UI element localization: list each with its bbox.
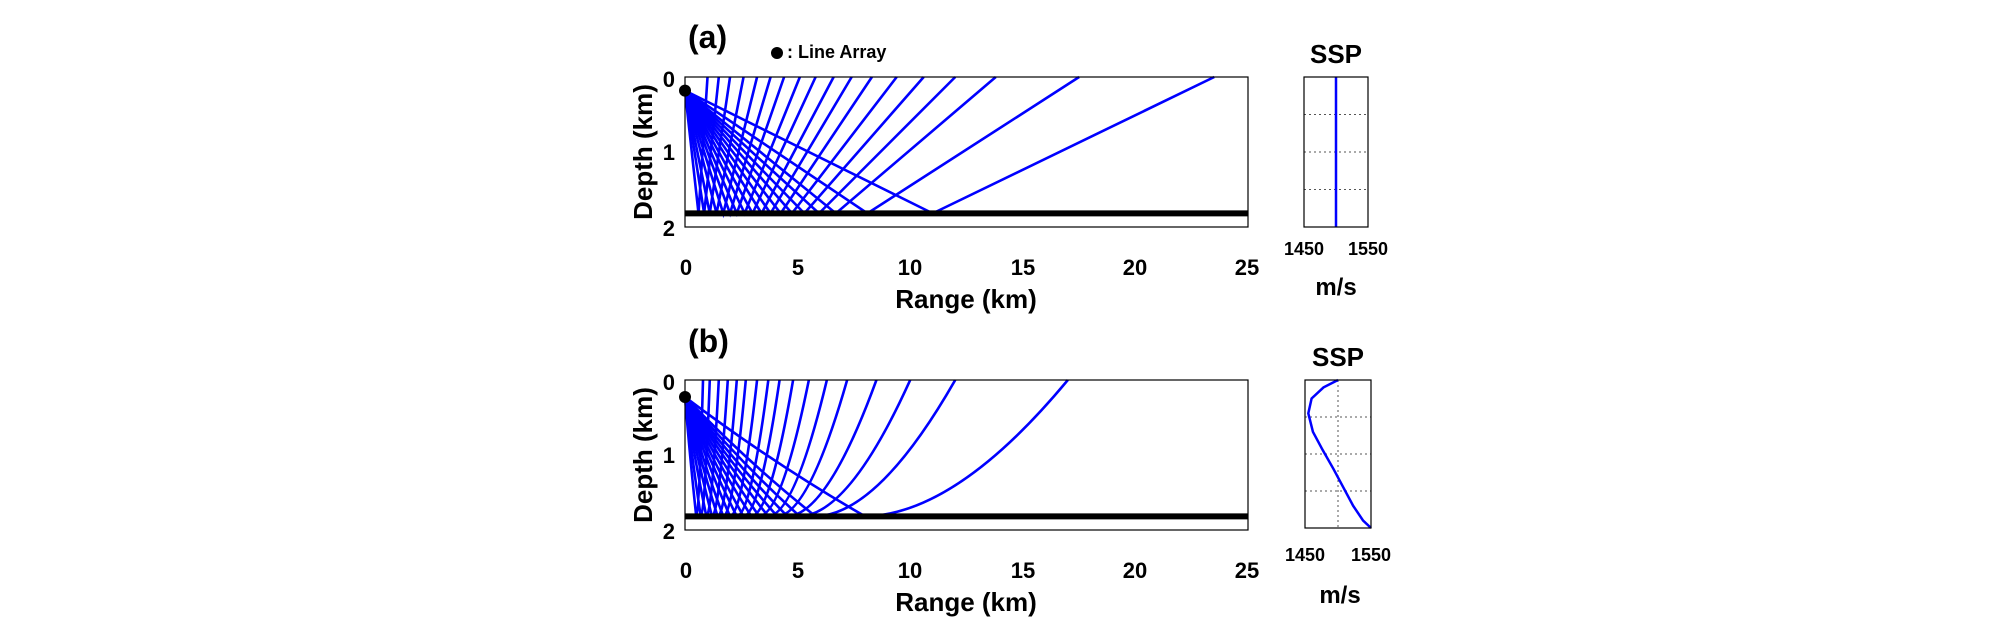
x-ticks-a: 0 5 10 15 20 25 <box>680 255 1259 280</box>
xtick-label: 10 <box>898 558 922 583</box>
ssp-frame-b <box>1304 379 1372 529</box>
xtick-label: 5 <box>792 558 804 583</box>
ssp-xtick-label: 1550 <box>1348 239 1388 259</box>
plot-area-b <box>679 379 1249 531</box>
ssp-title-a: SSP <box>1310 39 1362 69</box>
xtick-label: 5 <box>792 255 804 280</box>
y-axis-label-a: Depth (km) <box>628 84 658 220</box>
y-ticks-b: 0 1 2 <box>663 370 675 544</box>
xtick-label: 25 <box>1235 255 1259 280</box>
axes-frame-b <box>684 379 1249 531</box>
ssp-frame-a <box>1303 76 1369 228</box>
legend-label: : Line Array <box>787 42 886 62</box>
y-axis-label-b: Depth (km) <box>628 387 658 523</box>
ssp-panel-b: SSP 1450 1550 m/s <box>1285 342 1391 609</box>
xtick-label: 10 <box>898 255 922 280</box>
xtick-label: 20 <box>1123 255 1147 280</box>
xtick-label: 20 <box>1123 558 1147 583</box>
ssp-panel-a: SSP 1450 1550 m/s <box>1284 39 1388 301</box>
ytick-label: 0 <box>663 67 675 92</box>
ssp-curve-b <box>1307 378 1372 529</box>
xtick-label: 15 <box>1011 558 1035 583</box>
ssp-grid-b <box>1305 380 1371 528</box>
panel-b: (b) 0 1 2 0 5 10 15 20 25 Range (km) Dep… <box>628 323 1259 617</box>
xtick-label: 25 <box>1235 558 1259 583</box>
ytick-label: 2 <box>663 519 675 544</box>
ssp-xtick-label: 1450 <box>1284 239 1324 259</box>
xtick-label: 0 <box>680 558 692 583</box>
xtick-label: 15 <box>1011 255 1035 280</box>
panel-label-a: (a) <box>688 19 727 55</box>
rays-b <box>683 379 1069 519</box>
ytick-label: 1 <box>663 443 675 468</box>
ssp-xlabel-b: m/s <box>1319 582 1360 609</box>
x-axis-label-b: Range (km) <box>895 587 1037 617</box>
xtick-label: 0 <box>680 255 692 280</box>
ssp-xtick-label: 1550 <box>1351 545 1391 565</box>
ssp-xlabel-a: m/s <box>1315 274 1356 301</box>
ssp-xtick-label: 1450 <box>1285 545 1325 565</box>
plot-area-a <box>679 75 1249 228</box>
x-ticks-b: 0 5 10 15 20 25 <box>680 558 1259 583</box>
legend-marker-icon <box>771 47 783 59</box>
y-ticks-a: 0 1 2 <box>663 67 675 241</box>
ytick-label: 0 <box>663 370 675 395</box>
ssp-title-b: SSP <box>1312 342 1364 372</box>
rays-a <box>683 75 1215 219</box>
axes-frame-a <box>684 76 1249 228</box>
x-axis-label-a: Range (km) <box>895 284 1037 314</box>
ytick-label: 1 <box>663 140 675 165</box>
panel-a: (a) : Line Array 0 1 2 0 5 10 15 20 25 R… <box>628 19 1259 314</box>
panel-label-b: (b) <box>688 323 729 359</box>
ytick-label: 2 <box>663 216 675 241</box>
